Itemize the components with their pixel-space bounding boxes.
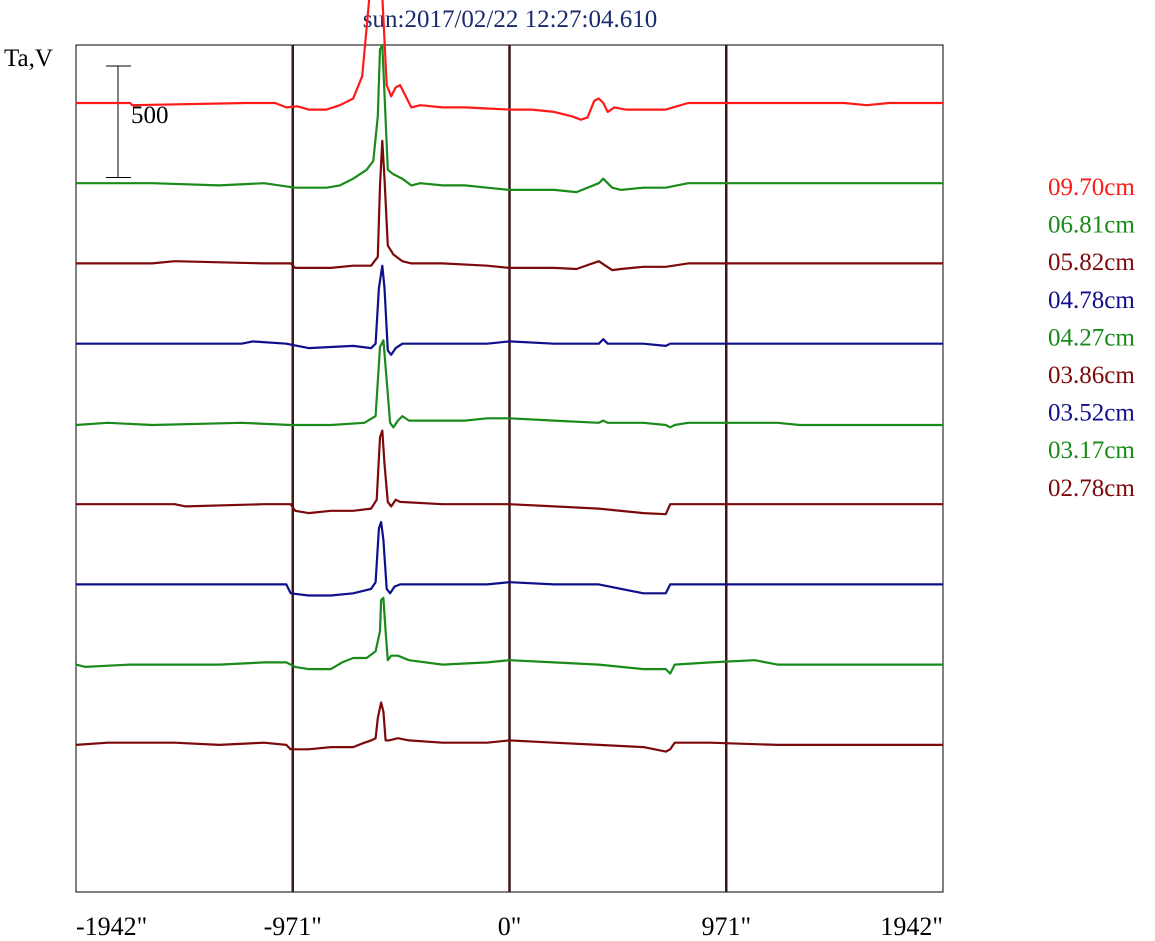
- series-line-04.27cm: [75, 339, 943, 429]
- series-line-03.17cm: [75, 596, 943, 675]
- chart-title: sun:2017/02/22 12:27:04.610: [363, 6, 657, 33]
- series-line-03.52cm: [76, 520, 943, 597]
- legend-entry-09.70cm: 09.70cm: [1048, 174, 1135, 201]
- series-line-09.70cm: [76, 0, 943, 121]
- legend: 09.70cm 06.81cm 05.82cm 04.78cm 04.27cm 03.86…: [1048, 174, 1135, 502]
- y-axis-label: Ta,V: [4, 45, 53, 72]
- series-line-04.78cm: [76, 264, 943, 356]
- vertical-grid-lines: [291, 45, 728, 892]
- legend-entry-04.78cm: 04.78cm: [1048, 287, 1135, 314]
- legend-entry-06.81cm: 06.81cm: [1048, 212, 1135, 239]
- legend-entry-03.17cm: 03.17cm: [1048, 437, 1135, 464]
- legend-entry-05.82cm: 05.82cm: [1048, 249, 1135, 276]
- x-tick-label-2: 0": [498, 912, 522, 941]
- x-tick-label-3: 971": [701, 912, 751, 941]
- series-line-02.78cm: [75, 701, 943, 753]
- legend-entry-03.52cm: 03.52cm: [1048, 400, 1135, 427]
- legend-entry-04.27cm: 04.27cm: [1048, 324, 1135, 351]
- series-line-03.86cm: [76, 429, 943, 516]
- x-tick-label-1: -971": [264, 912, 322, 941]
- legend-entry-03.86cm: 03.86cm: [1048, 362, 1135, 389]
- scale-bar-label: 500: [131, 102, 169, 129]
- series-line-06.81cm: [76, 43, 943, 194]
- x-tick-label-0: -1942": [76, 912, 147, 941]
- x-tick-labels: -1942" -971" 0" 971" 1942": [76, 912, 943, 941]
- series-lines: [75, 0, 943, 753]
- x-tick-label-4: 1942": [880, 912, 943, 941]
- scale-bar: 500: [106, 65, 169, 178]
- series-line-05.82cm: [76, 139, 943, 272]
- legend-entry-02.78cm: 02.78cm: [1048, 475, 1135, 502]
